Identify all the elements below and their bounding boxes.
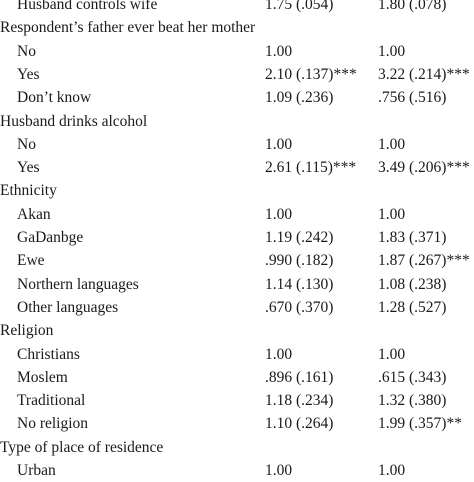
row-label: No religion	[17, 415, 89, 433]
odds-ratio-model-2: .615 (.343)	[378, 368, 447, 386]
odds-ratio-model-2: 1.87 (.267)***	[378, 252, 470, 270]
odds-ratio-model-1: .896 (.161)	[265, 368, 334, 386]
odds-ratio-model-1: 1.10 (.264)	[265, 415, 334, 433]
table-row: Traditional 1.18 (.234) 1.32 (.380)	[0, 389, 474, 412]
odds-ratio-model-2: 1.83 (.371)	[378, 229, 447, 246]
odds-ratio-model-1: 1.00	[265, 42, 293, 60]
row-label: Yes	[17, 159, 40, 177]
section-label: Religion	[0, 322, 54, 340]
table-row: Other languages .670 (.370) 1.28 (.527)	[0, 296, 474, 319]
row-label: GaDanbge	[17, 229, 84, 246]
odds-ratio-model-2: 1.99 (.357)**	[378, 415, 462, 433]
table-row: Moslem .896 (.161) .615 (.343)	[0, 366, 474, 389]
section-header-row: Religion	[0, 319, 474, 342]
odds-ratio-model-2: 1.00	[378, 462, 406, 479]
odds-ratio-model-2: 1.00	[378, 135, 406, 153]
row-label: No	[17, 135, 36, 153]
odds-ratio-model-2: 1.00	[378, 345, 406, 363]
odds-ratio-model-2: 1.28 (.527)	[378, 298, 447, 316]
table-row: No religion 1.10 (.264) 1.99 (.357)**	[0, 412, 474, 435]
section-header-row: Type of place of residence	[0, 436, 474, 459]
odds-ratio-model-1: .990 (.182)	[265, 252, 334, 270]
table-row: No 1.00 1.00	[0, 40, 474, 63]
odds-ratio-model-1: 1.09 (.236)	[265, 89, 334, 107]
odds-ratio-model-2: 1.08 (.238)	[378, 275, 447, 293]
row-label: Northern languages	[17, 275, 139, 293]
table-row: Urban 1.00 1.00	[0, 459, 474, 482]
row-label: Ewe	[17, 252, 45, 270]
table-row: Akan 1.00 1.00	[0, 203, 474, 226]
section-header-row: Husband drinks alcohol	[0, 110, 474, 133]
odds-ratio-model-2: 1.00	[378, 205, 406, 223]
table-row: Don’t know 1.09 (.236) .756 (.516)	[0, 86, 474, 109]
row-label: Don’t know	[17, 89, 92, 107]
odds-ratio-model-1: 1.00	[265, 345, 293, 363]
odds-ratio-model-1: 1.75 (.054)	[265, 0, 334, 13]
row-label: Husband controls wife	[17, 0, 158, 13]
table-row: Husband controls wife 1.75 (.054) 1.80 (.0…	[0, 0, 474, 16]
row-label: Christians	[17, 345, 80, 363]
table-row: GaDanbge 1.19 (.242) 1.83 (.371)	[0, 226, 474, 249]
table-row: Yes 2.61 (.115)*** 3.49 (.206)***	[0, 156, 474, 179]
odds-ratio-model-1: .670 (.370)	[265, 298, 334, 316]
odds-ratio-model-1: 2.61 (.115)***	[265, 159, 357, 177]
row-label: Yes	[17, 65, 40, 83]
odds-ratio-model-2: .756 (.516)	[378, 89, 447, 107]
odds-ratio-model-1: 1.14 (.130)	[265, 275, 334, 293]
odds-ratio-model-1: 1.18 (.234)	[265, 392, 334, 410]
row-label: Urban	[17, 462, 56, 479]
odds-ratio-model-2: 3.49 (.206)***	[378, 159, 470, 177]
section-label: Husband drinks alcohol	[0, 112, 148, 130]
section-label: Type of place of residence	[0, 438, 164, 456]
table-row: Ewe .990 (.182) 1.87 (.267)***	[0, 249, 474, 272]
section-header-row: Respondent’s father ever beat her mother	[0, 16, 474, 39]
section-header-row: Ethnicity	[0, 179, 474, 202]
odds-ratio-model-2: 1.32 (.380)	[378, 392, 447, 410]
table-row: Northern languages 1.14 (.130) 1.08 (.238)	[0, 273, 474, 296]
odds-ratio-model-1: 1.00	[265, 135, 293, 153]
odds-ratio-model-2: 1.80 (.078)	[378, 0, 447, 13]
odds-ratio-model-1: 1.00	[265, 462, 293, 479]
table-row: Yes 2.10 (.137)*** 3.22 (.214)***	[0, 63, 474, 86]
row-label: Traditional	[17, 392, 86, 410]
table-row: Christians 1.00 1.00	[0, 343, 474, 366]
odds-ratio-model-1: 1.00	[265, 205, 293, 223]
row-label: Moslem	[17, 368, 68, 386]
row-label: Other languages	[17, 298, 119, 316]
section-label: Ethnicity	[0, 182, 57, 200]
row-label: Akan	[17, 205, 51, 223]
odds-ratio-model-1: 1.19 (.242)	[265, 229, 334, 246]
odds-ratio-model-2: 1.00	[378, 42, 406, 60]
table-row: No 1.00 1.00	[0, 133, 474, 156]
section-label: Respondent’s father ever beat her mother	[0, 19, 256, 37]
row-label: No	[17, 42, 36, 60]
odds-ratio-model-1: 2.10 (.137)***	[265, 65, 357, 83]
odds-ratio-model-2: 3.22 (.214)***	[378, 65, 470, 83]
